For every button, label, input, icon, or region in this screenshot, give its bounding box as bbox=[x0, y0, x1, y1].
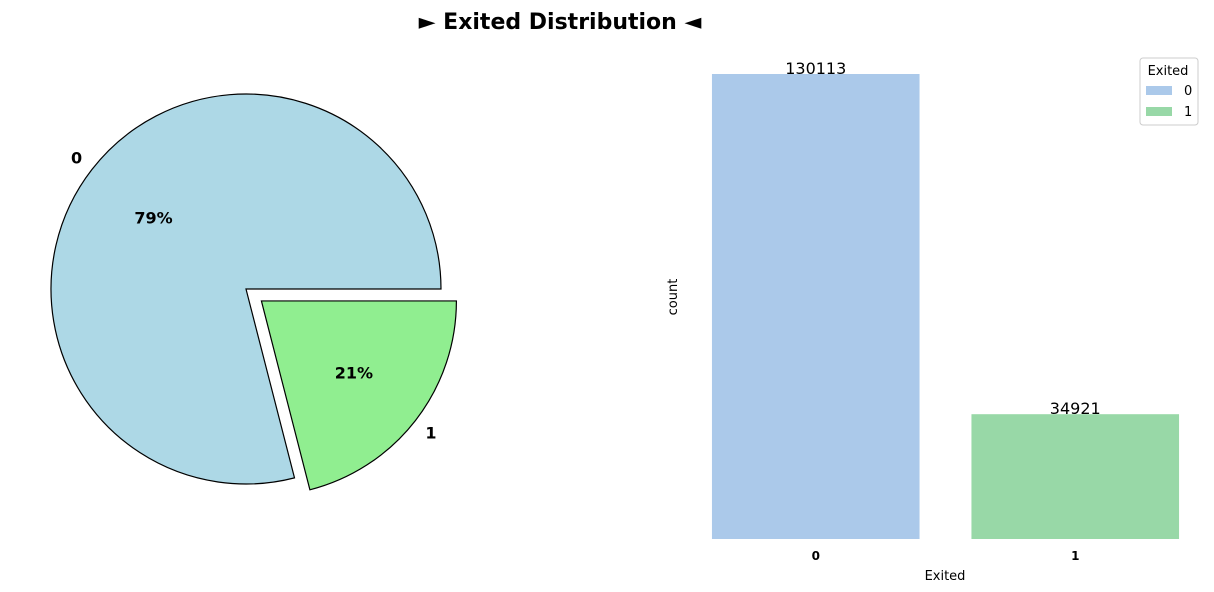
pie-category-label-0: 0 bbox=[71, 149, 82, 168]
x-tick-label-0: 0 bbox=[812, 549, 820, 563]
bar-value-label-0: 130113 bbox=[785, 59, 846, 78]
figure-title: ► Exited Distribution ◄ bbox=[419, 10, 702, 35]
legend-label-0: 0 bbox=[1184, 84, 1192, 99]
x-tick-label-1: 1 bbox=[1071, 549, 1079, 563]
legend-swatch-0 bbox=[1146, 86, 1172, 95]
legend: Exited 0 1 bbox=[1139, 57, 1199, 126]
pie-category-label-1: 1 bbox=[425, 423, 436, 442]
legend-label-1: 1 bbox=[1184, 105, 1192, 120]
pie-slice-0 bbox=[50, 93, 442, 485]
bar-0 bbox=[711, 74, 920, 539]
bar-chart: 130113 0 34921 1 bbox=[711, 59, 1180, 563]
pie-pct-label-1: 21% bbox=[335, 364, 373, 383]
pie-chart: 79% 0 21% 1 bbox=[50, 93, 458, 491]
legend-title: Exited bbox=[1148, 64, 1189, 79]
pie-pct-label-0: 79% bbox=[134, 208, 172, 227]
pie-slice-1 bbox=[260, 300, 458, 491]
bar-y-axis-label: count bbox=[666, 279, 681, 316]
legend-swatch-1 bbox=[1146, 107, 1172, 116]
bar-value-label-1: 34921 bbox=[1050, 399, 1101, 418]
bar-1 bbox=[971, 414, 1180, 539]
bar-x-axis-label: Exited bbox=[925, 569, 966, 584]
